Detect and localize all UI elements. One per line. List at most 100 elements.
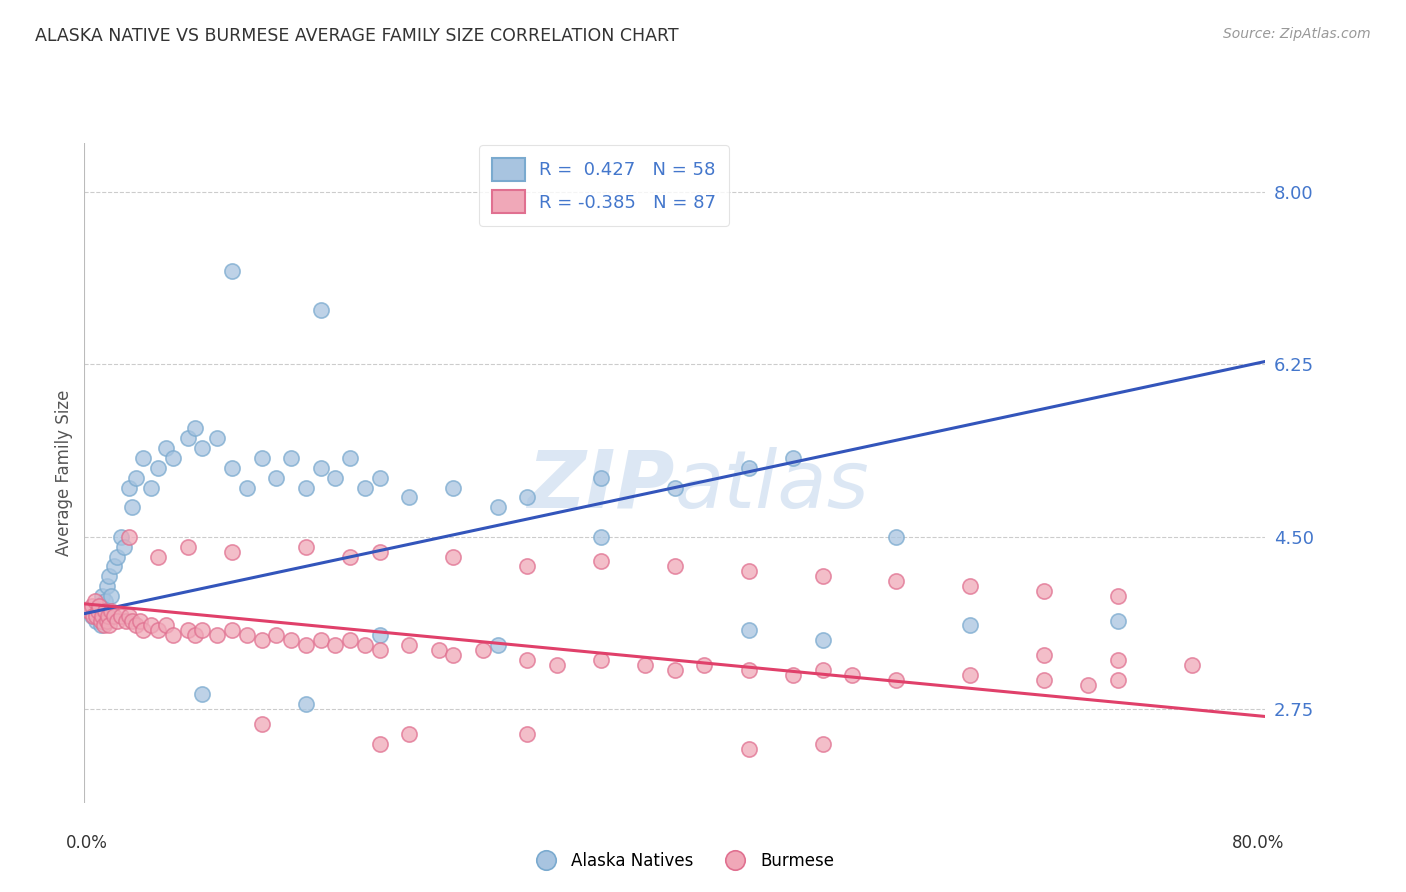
Point	[441, 549, 464, 564]
Point	[339, 549, 361, 564]
Point	[103, 608, 125, 623]
Point	[1032, 584, 1054, 599]
Text: atlas: atlas	[675, 447, 870, 525]
Point	[1181, 657, 1204, 672]
Point	[634, 657, 657, 672]
Point	[91, 589, 114, 603]
Point	[96, 614, 118, 628]
Point	[368, 737, 391, 751]
Point	[125, 471, 148, 485]
Point	[110, 608, 132, 623]
Point	[139, 481, 162, 495]
Point	[295, 638, 318, 652]
Point	[339, 450, 361, 465]
Point	[221, 460, 243, 475]
Point	[155, 618, 177, 632]
Point	[323, 638, 347, 652]
Point	[100, 604, 122, 618]
Point	[221, 624, 243, 638]
Point	[486, 638, 509, 652]
Point	[91, 608, 114, 623]
Point	[96, 579, 118, 593]
Point	[1032, 648, 1054, 662]
Point	[148, 549, 170, 564]
Point	[693, 657, 716, 672]
Point	[221, 264, 243, 278]
Point	[841, 667, 863, 681]
Point	[280, 633, 302, 648]
Point	[94, 604, 117, 618]
Point	[1032, 673, 1054, 687]
Point	[97, 608, 120, 623]
Point	[86, 604, 108, 618]
Point	[89, 599, 111, 613]
Point	[82, 608, 104, 623]
Point	[118, 608, 141, 623]
Point	[148, 624, 170, 638]
Point	[959, 667, 981, 681]
Point	[738, 460, 761, 475]
Point	[427, 643, 450, 657]
Point	[959, 618, 981, 632]
Point	[295, 481, 318, 495]
Point	[516, 559, 538, 574]
Point	[98, 569, 121, 583]
Point	[112, 540, 135, 554]
Point	[100, 589, 122, 603]
Point	[1107, 614, 1129, 628]
Point	[886, 673, 908, 687]
Point	[125, 618, 148, 632]
Point	[368, 643, 391, 657]
Point	[323, 471, 347, 485]
Point	[1107, 589, 1129, 603]
Point	[738, 741, 761, 756]
Point	[80, 608, 103, 623]
Point	[354, 481, 377, 495]
Point	[441, 648, 464, 662]
Point	[250, 450, 273, 465]
Point	[782, 450, 804, 465]
Point	[441, 481, 464, 495]
Point	[664, 481, 686, 495]
Point	[309, 303, 332, 318]
Point	[398, 638, 420, 652]
Point	[191, 441, 214, 455]
Point	[132, 624, 155, 638]
Point	[103, 559, 125, 574]
Point	[184, 421, 207, 435]
Point	[1107, 653, 1129, 667]
Point	[486, 500, 509, 515]
Point	[177, 431, 200, 445]
Point	[280, 450, 302, 465]
Point	[309, 460, 332, 475]
Point	[591, 471, 613, 485]
Point	[516, 727, 538, 741]
Point	[354, 638, 377, 652]
Point	[205, 628, 228, 642]
Point	[162, 628, 184, 642]
Point	[89, 599, 111, 613]
Point	[368, 544, 391, 558]
Point	[591, 554, 613, 568]
Point	[264, 628, 288, 642]
Point	[309, 633, 332, 648]
Text: ZIP: ZIP	[527, 447, 675, 525]
Point	[236, 481, 259, 495]
Point	[959, 579, 981, 593]
Point	[184, 628, 207, 642]
Point	[148, 460, 170, 475]
Point	[80, 599, 103, 613]
Text: Source: ZipAtlas.com: Source: ZipAtlas.com	[1223, 27, 1371, 41]
Point	[664, 663, 686, 677]
Point	[221, 544, 243, 558]
Point	[295, 540, 318, 554]
Point	[1077, 677, 1099, 691]
Point	[191, 624, 214, 638]
Point	[118, 481, 141, 495]
Point	[339, 633, 361, 648]
Point	[591, 530, 613, 544]
Point	[811, 633, 834, 648]
Point	[591, 653, 613, 667]
Point	[177, 540, 200, 554]
Point	[472, 643, 495, 657]
